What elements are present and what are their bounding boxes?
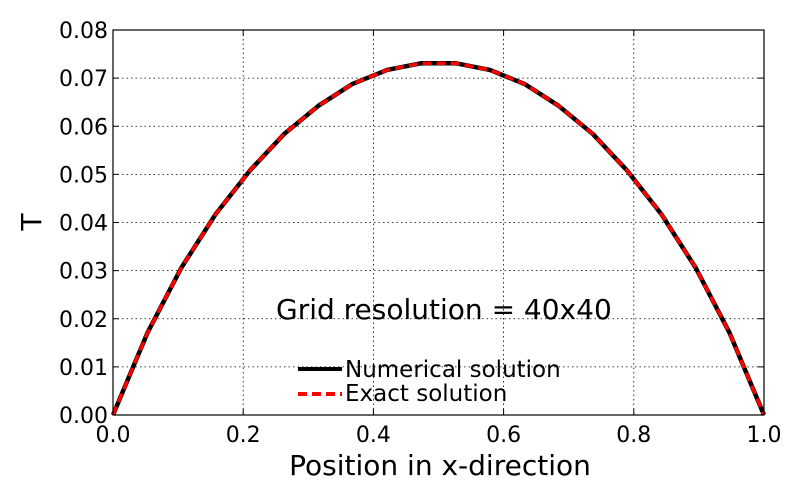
legend-label-numerical: Numerical solution [345, 357, 561, 383]
grid-lines [113, 30, 764, 415]
x-tick-label: 0.0 [96, 423, 131, 448]
exact-solution-line [111, 61, 766, 416]
series-layer [110, 60, 767, 416]
y-tick-label: 0.04 [59, 212, 108, 237]
y-tick-label: 0.00 [59, 404, 108, 429]
legend: Numerical solution Exact solution [298, 357, 561, 407]
axis-ticks [112, 29, 765, 416]
y-tick-label: 0.07 [59, 67, 108, 92]
y-axis-label: T [15, 213, 48, 232]
y-tick-label: 0.03 [59, 260, 108, 285]
x-tick-label: 0.4 [356, 423, 391, 448]
tick-labels: 0.0 0.2 0.4 0.6 0.8 1.0 0.00 0.01 0.02 0.03 0.04 0.… [59, 19, 781, 448]
x-tick-label: 0.6 [486, 423, 521, 448]
x-tick-label: 1.0 [747, 423, 782, 448]
y-tick-label: 0.01 [59, 356, 108, 381]
x-tick-label: 0.8 [616, 423, 651, 448]
x-tick-label: 0.2 [226, 423, 261, 448]
y-tick-label: 0.02 [59, 308, 108, 333]
y-tick-label: 0.08 [59, 19, 108, 44]
y-tick-label: 0.05 [59, 163, 108, 188]
x-axis-label: Position in x-direction [289, 449, 591, 482]
y-tick-label: 0.06 [59, 115, 108, 140]
legend-label-exact: Exact solution [345, 381, 507, 407]
grid-resolution-annotation: Grid resolution = 40x40 [276, 293, 612, 326]
